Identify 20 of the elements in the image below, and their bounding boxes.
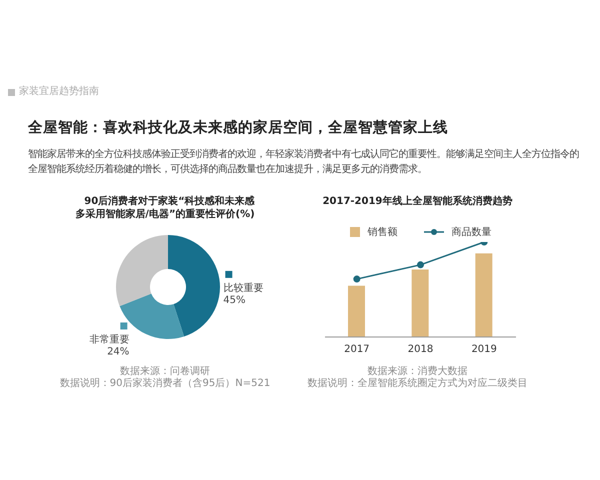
x-tick-label: 2017 bbox=[344, 344, 370, 356]
legend-label: 比较重要 bbox=[223, 282, 264, 294]
text: 智能家居带来的全方位科技感体验正受到消费者的欢迎，年轻家装消费者中有七成认同它的重要性。能够满足空间主人全方位指令的全屋智能系统经历着稳健的增长，可供选择的商品数量也在加速提升，满足更多元的消费需求。 bbox=[28, 148, 580, 177]
source-note: 数据来源：问卷调研 bbox=[119, 366, 211, 378]
source-note: 数据来源：消费大数据 bbox=[366, 366, 468, 378]
legend-label: 非常重要 bbox=[89, 333, 130, 346]
text: 数据说明：全屋智能系统圈定方式为对应二级类目 bbox=[306, 378, 528, 390]
legend-label: 销售额 bbox=[368, 226, 398, 239]
x-tick-label: 2018 bbox=[408, 344, 434, 356]
donut-slice bbox=[168, 235, 220, 336]
data-label: 24% bbox=[107, 346, 130, 358]
legend-label: 商品数量 bbox=[452, 226, 492, 239]
chart-title: 90后消费者对于家装“科技感和未来感多采用智能家居/电器”的重要性评价(%) bbox=[74, 195, 256, 221]
data-label: 45% bbox=[223, 294, 246, 306]
x-tick-label: 2019 bbox=[471, 344, 497, 356]
text: 数据说明：90后家装消费者（含95后）N=521 bbox=[58, 378, 272, 390]
text: 全屋智能：喜欢科技化及未来感的家居空间，全屋智慧管家上线 bbox=[28, 119, 448, 137]
chart-title: 2017-2019年线上全屋智能系统消费趋势 bbox=[322, 195, 514, 208]
donut-slice bbox=[116, 235, 168, 306]
text: 家装宜居趋势指南 bbox=[19, 86, 99, 98]
